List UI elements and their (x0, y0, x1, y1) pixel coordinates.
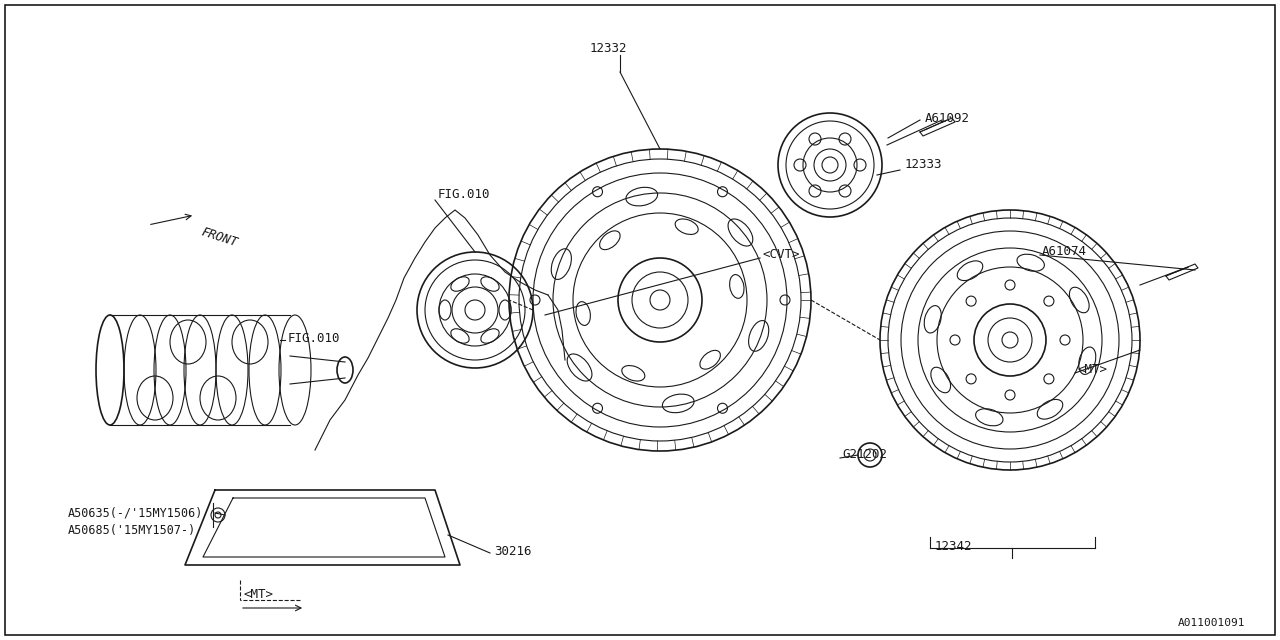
Text: FIG.010: FIG.010 (288, 332, 340, 345)
Text: G21202: G21202 (842, 448, 887, 461)
Text: FIG.010: FIG.010 (438, 188, 490, 201)
Text: A011001091: A011001091 (1178, 618, 1245, 628)
Text: A61092: A61092 (925, 112, 970, 125)
Text: A50635(-/'15MY1506): A50635(-/'15MY1506) (68, 506, 204, 519)
Text: 12342: 12342 (934, 540, 973, 553)
Text: 30216: 30216 (494, 545, 531, 558)
Text: <MT>: <MT> (1078, 363, 1108, 376)
Text: <MT>: <MT> (243, 588, 273, 601)
Text: <CVT>: <CVT> (762, 248, 800, 261)
Text: FRONT: FRONT (200, 225, 239, 249)
Text: A61074: A61074 (1042, 245, 1087, 258)
Text: 12333: 12333 (905, 158, 942, 171)
Text: 12332: 12332 (590, 42, 627, 55)
Text: A50685('15MY1507-): A50685('15MY1507-) (68, 524, 196, 537)
